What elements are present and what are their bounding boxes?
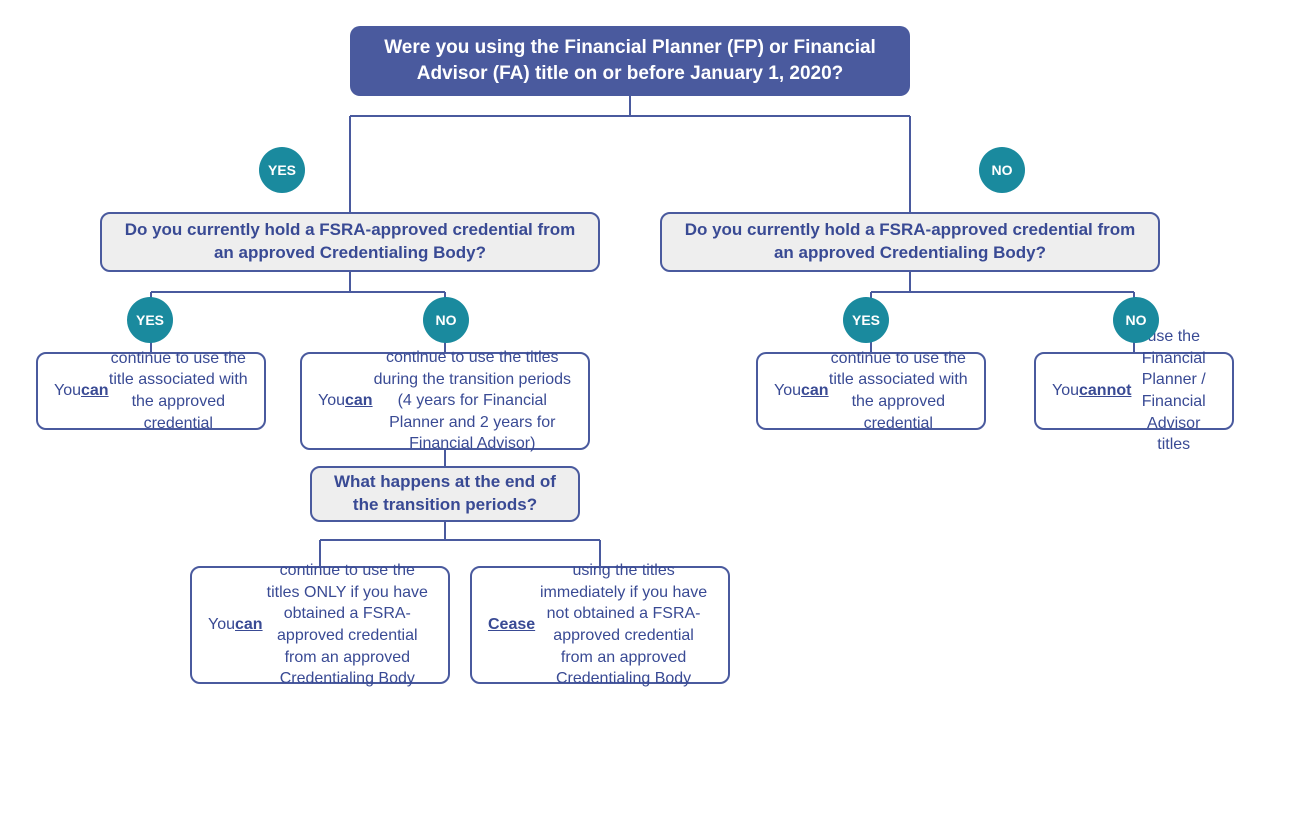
badge-no-2: NO [423,297,469,343]
answer-left-yes: You can continue to use the title associ… [36,352,266,430]
question-left: Do you currently hold a FSRA-approved cr… [100,212,600,272]
answer-right-yes: You can continue to use the title associ… [756,352,986,430]
question-transition: What happens at the end of the transitio… [310,466,580,522]
answer-left-no: You can continue to use the titles durin… [300,352,590,450]
badge-no-3: NO [1113,297,1159,343]
answer-transition-can: You can continue to use the titles ONLY … [190,566,450,684]
badge-yes-1: YES [259,147,305,193]
badge-yes-2: YES [127,297,173,343]
root-question: Were you using the Financial Planner (FP… [350,26,910,96]
badge-yes-3: YES [843,297,889,343]
question-right: Do you currently hold a FSRA-approved cr… [660,212,1160,272]
badge-no-1: NO [979,147,1025,193]
answer-transition-cease: Cease using the titles immediately if yo… [470,566,730,684]
answer-right-no: You cannot use the Financial Planner / F… [1034,352,1234,430]
